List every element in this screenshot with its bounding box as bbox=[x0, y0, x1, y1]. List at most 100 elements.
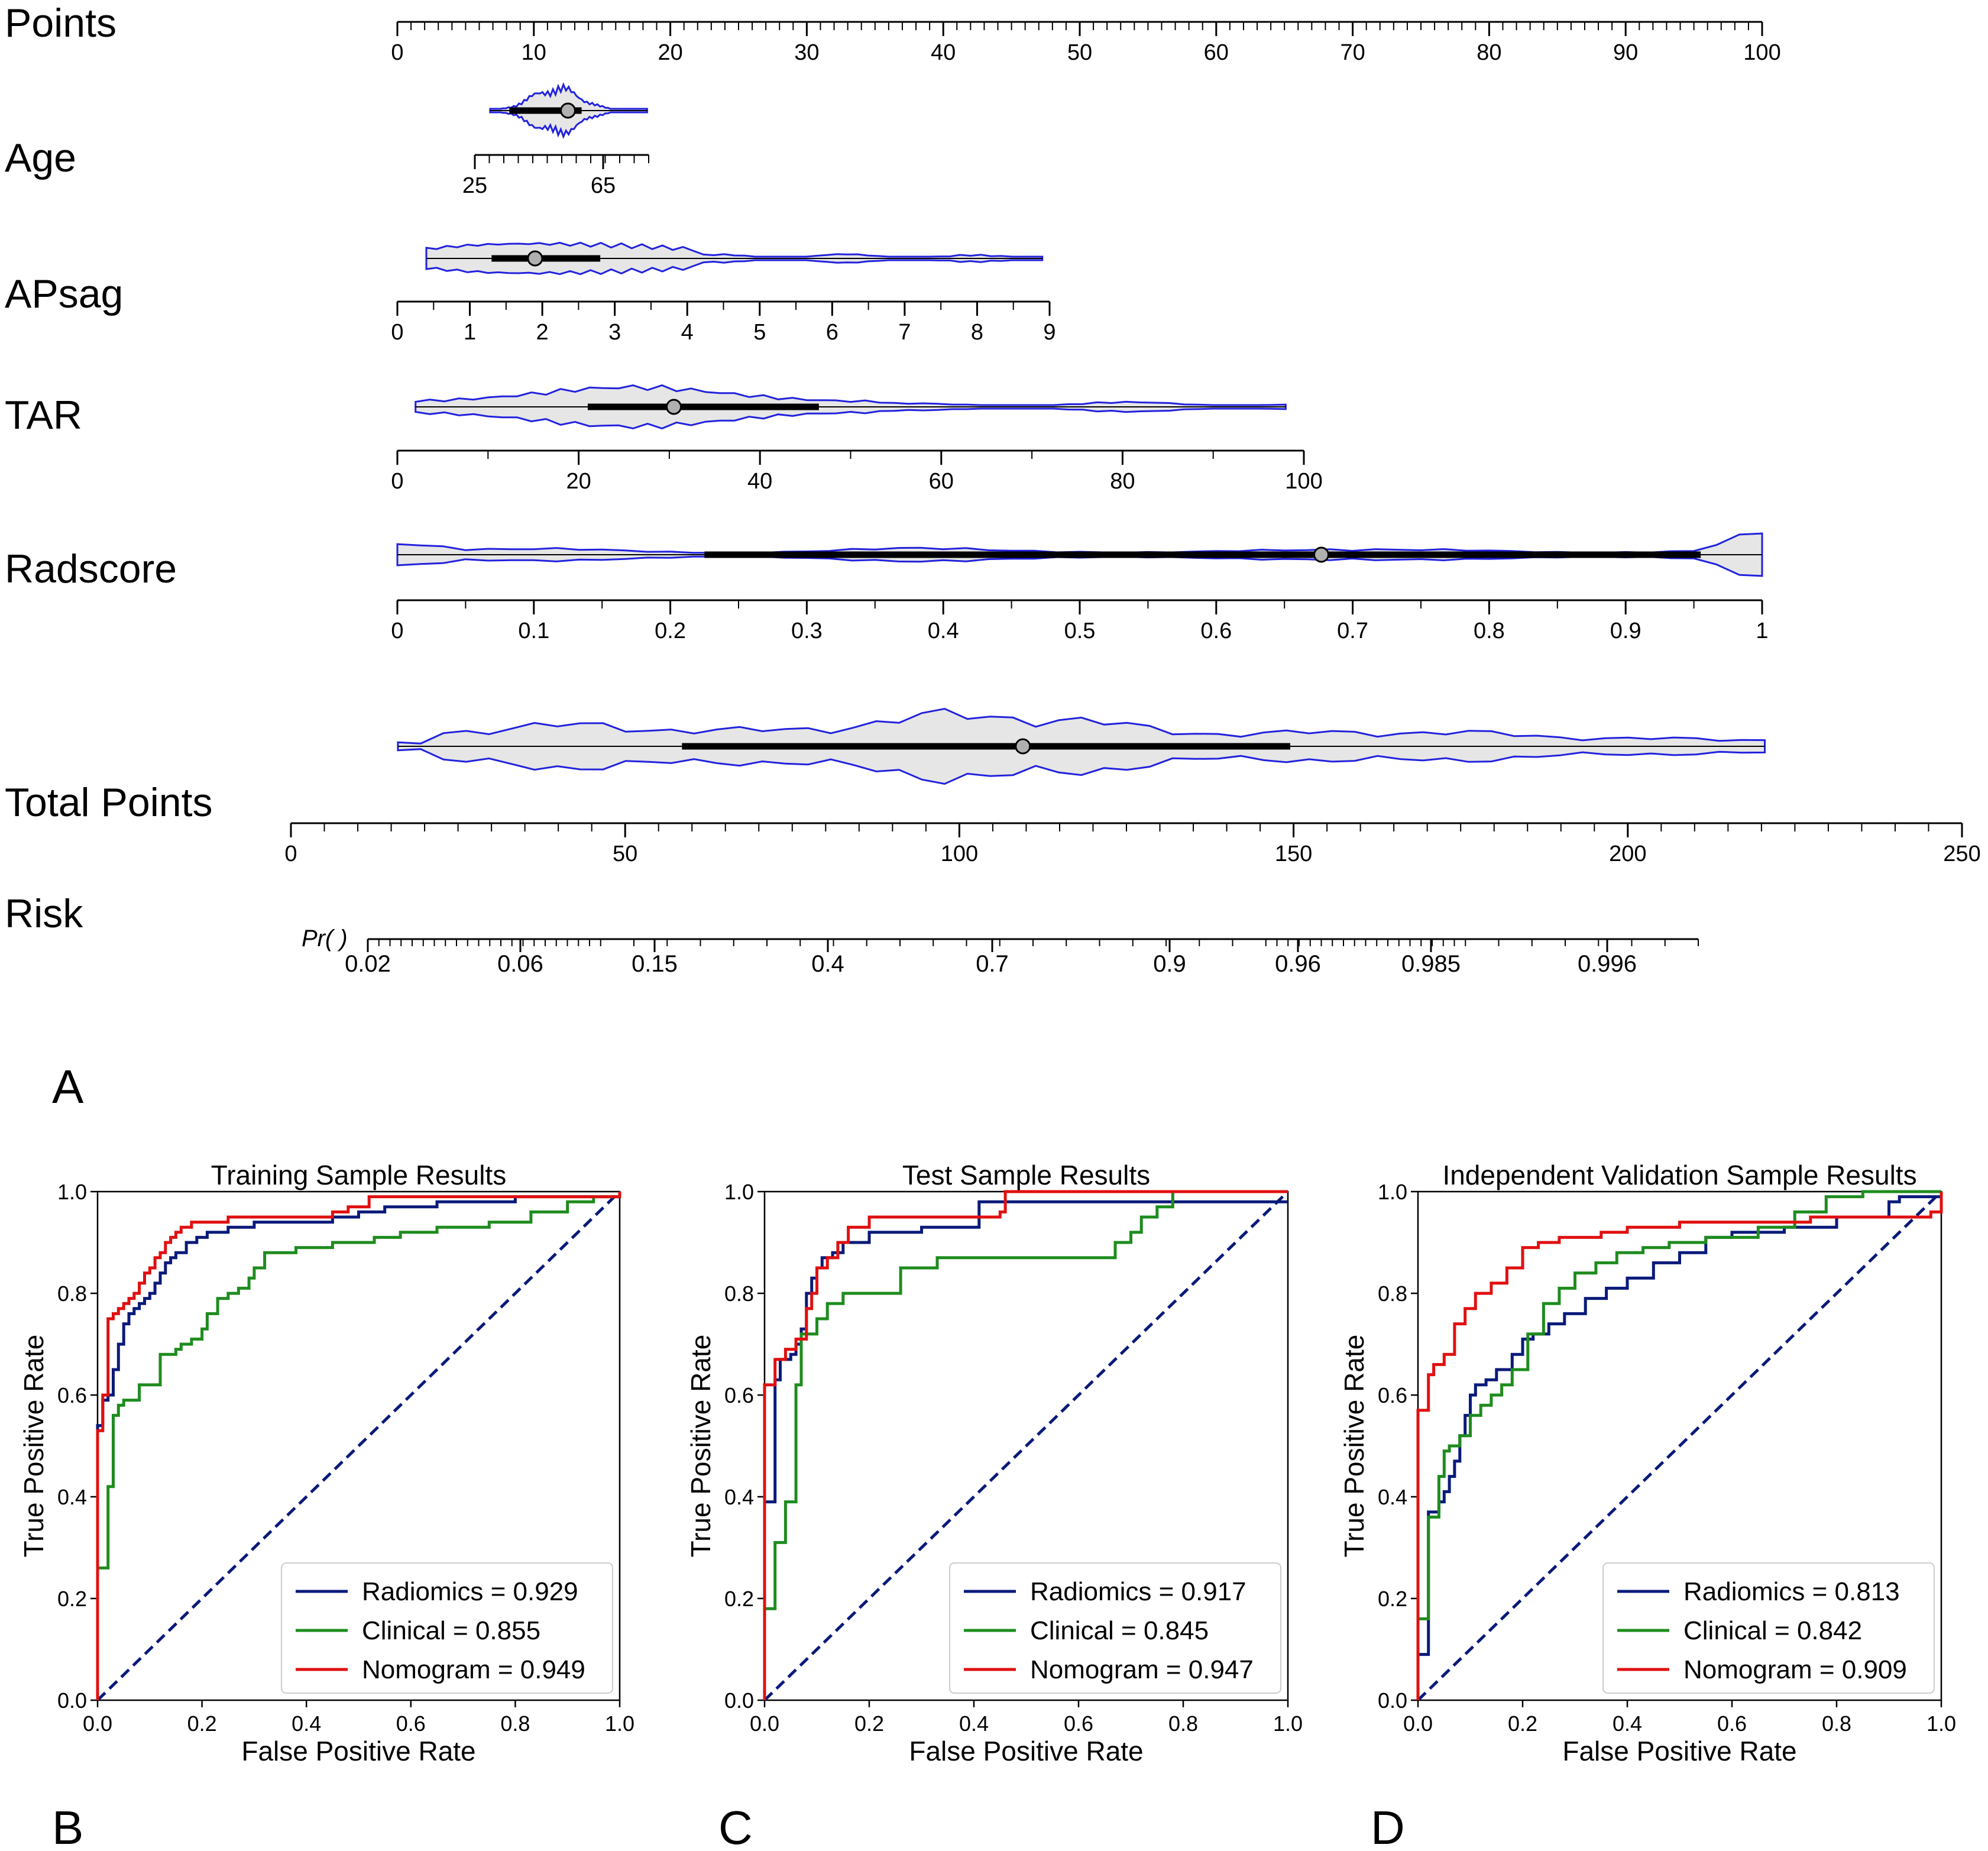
x-tick-label-0-4: 0.4 bbox=[292, 1711, 321, 1736]
legend: Radiomics = 0.929 Clinical = 0.855 Nomogra… bbox=[281, 1562, 613, 1694]
risk-tick-label-0-4: 0.4 bbox=[811, 951, 844, 977]
tar-tick-label-100: 100 bbox=[1285, 469, 1322, 494]
radscore-tick-label-0-4: 0.4 bbox=[928, 619, 959, 643]
reference-diagonal bbox=[96, 1190, 621, 1701]
apsag-tick-label-0: 0 bbox=[391, 320, 403, 345]
radscore-tick-label-0-6: 0.6 bbox=[1200, 619, 1232, 643]
radscore-tick-label-0-5: 0.5 bbox=[1064, 619, 1096, 643]
nomogram-row-risk: Risk Pr( )0.02 0.06 0.15 0.4 0.7 0.9 0.96 0.985 0… bbox=[5, 891, 1699, 977]
legend-entry-radiomics: Radiomics = 0.917 bbox=[1030, 1577, 1246, 1606]
age-median-marker bbox=[560, 102, 576, 119]
tar-tick-label-20: 20 bbox=[566, 469, 591, 494]
points-tick-label-30: 30 bbox=[794, 40, 819, 65]
x-tick-label-0-4: 0.4 bbox=[1613, 1711, 1642, 1736]
x-tick-label-1-0: 1.0 bbox=[605, 1711, 634, 1736]
legend-entry-nomogram: Nomogram = 0.909 bbox=[1683, 1655, 1907, 1684]
radscore-tick-label-0: 0 bbox=[391, 619, 403, 643]
total-points-tick-label-150: 150 bbox=[1275, 842, 1312, 866]
x-tick-label-0-6: 0.6 bbox=[1064, 1711, 1093, 1736]
y-tick-label-0-6: 0.6 bbox=[1378, 1383, 1407, 1407]
radscore-tick-label-0-9: 0.9 bbox=[1610, 619, 1641, 643]
row-label-risk: Risk bbox=[5, 891, 83, 936]
nomogram-row-radscore: Radscore 0 0.1 0.2 0.3 0.4 0.5 0.6 0.7 0.8 0.9 1 bbox=[5, 532, 1769, 643]
risk-prefix: Pr( ) bbox=[302, 926, 348, 952]
legend-entry-radiomics: Radiomics = 0.813 bbox=[1683, 1577, 1900, 1606]
total-points-tick-label-0: 0 bbox=[284, 842, 297, 866]
y-tick-label-1-0: 1.0 bbox=[724, 1180, 754, 1204]
apsag-median-marker bbox=[527, 250, 543, 267]
reference-diagonal bbox=[1417, 1190, 1942, 1701]
nomogram-row-apsag: APsag 0 1 2 3 4 5 6 7 8 9 bbox=[5, 241, 1056, 345]
y-tick-label-0-6: 0.6 bbox=[724, 1383, 754, 1407]
age-tick-label-25: 25 bbox=[462, 173, 487, 198]
nomogram-row-total-points: Total Points 0 50 100 150 200 250 bbox=[5, 707, 1981, 866]
nomogram-row-points: Points 0 10 20 30 40 50 60 70 80 90 100 bbox=[5, 1, 1781, 65]
tar-tick-label-40: 40 bbox=[747, 469, 772, 494]
x-tick-label-0-4: 0.4 bbox=[959, 1711, 989, 1736]
points-tick-label-40: 40 bbox=[931, 40, 956, 65]
y-tick-label-0-0: 0.0 bbox=[57, 1688, 87, 1713]
chart-title: Test Sample Results bbox=[902, 1160, 1150, 1190]
legend-box bbox=[1602, 1562, 1935, 1694]
apsag-tick-label-9: 9 bbox=[1043, 320, 1055, 345]
row-label-tar: TAR bbox=[5, 393, 82, 438]
tar-median-marker bbox=[666, 399, 682, 415]
x-tick-label-0-8: 0.8 bbox=[500, 1711, 530, 1736]
points-tick-label-80: 80 bbox=[1477, 40, 1501, 65]
risk-tick-label-0-985: 0.985 bbox=[1401, 951, 1461, 977]
x-axis-title: False Positive Rate bbox=[1562, 1736, 1796, 1766]
y-tick-label-1-0: 1.0 bbox=[1378, 1180, 1407, 1204]
panel-letter-c: C bbox=[718, 1801, 753, 1851]
x-tick-label-1-0: 1.0 bbox=[1927, 1711, 1956, 1736]
row-label-total-points: Total Points bbox=[5, 780, 213, 825]
row-label-points: Points bbox=[5, 1, 116, 46]
y-tick-label-0-8: 0.8 bbox=[1378, 1282, 1407, 1306]
risk-tick-label-0-02: 0.02 bbox=[345, 951, 391, 977]
risk-tick-label-0-15: 0.15 bbox=[632, 951, 678, 977]
radscore-tick-label-0-3: 0.3 bbox=[791, 619, 823, 643]
y-tick-label-0-2: 0.2 bbox=[724, 1587, 754, 1611]
apsag-tick-label-6: 6 bbox=[826, 320, 838, 345]
legend-entry-nomogram: Nomogram = 0.947 bbox=[1030, 1655, 1254, 1684]
roc-panels: 0.0 0.2 0.4 0.6 0.8 1.0 0.0 0.2 0.4 0.6 0.8 1.0 Trai… bbox=[18, 1160, 1956, 1851]
roc-curve-nomogram bbox=[763, 1190, 1288, 1700]
x-tick-label-0-8: 0.8 bbox=[1168, 1711, 1198, 1736]
legend: Radiomics = 0.813 Clinical = 0.842 Nomogra… bbox=[1602, 1562, 1935, 1694]
legend-entry-clinical: Clinical = 0.842 bbox=[1683, 1616, 1862, 1645]
y-axis-title: True Positive Rate bbox=[1339, 1335, 1369, 1558]
legend-box bbox=[281, 1562, 613, 1694]
y-tick-label-0-4: 0.4 bbox=[1378, 1485, 1407, 1509]
points-tick-label-100: 100 bbox=[1743, 40, 1780, 65]
radscore-tick-label-0-1: 0.1 bbox=[518, 619, 549, 643]
panel-letter-b: B bbox=[52, 1801, 83, 1851]
roc-panel-b: 0.0 0.2 0.4 0.6 0.8 1.0 0.0 0.2 0.4 0.6 0.8 1.0 Trai… bbox=[18, 1160, 634, 1851]
total-points-median-marker bbox=[1015, 738, 1031, 755]
reference-diagonal bbox=[763, 1190, 1289, 1701]
total-points-tick-label-250: 250 bbox=[1943, 842, 1980, 866]
x-tick-label-0-0: 0.0 bbox=[83, 1711, 112, 1736]
x-tick-label-0-0: 0.0 bbox=[750, 1711, 779, 1736]
roc-curve-radiomics bbox=[96, 1192, 621, 1700]
row-label-apsag: APsag bbox=[5, 271, 123, 316]
total-points-tick-label-50: 50 bbox=[613, 842, 637, 866]
x-tick-label-0-2: 0.2 bbox=[854, 1711, 884, 1736]
legend-box bbox=[949, 1562, 1281, 1694]
legend-entry-radiomics: Radiomics = 0.929 bbox=[362, 1577, 578, 1606]
legend-entry-nomogram: Nomogram = 0.949 bbox=[362, 1655, 585, 1684]
nomogram-row-tar: TAR 0 20 40 60 80 100 bbox=[5, 384, 1323, 494]
legend-entry-clinical: Clinical = 0.855 bbox=[362, 1616, 540, 1645]
age-tick-label-65: 65 bbox=[591, 173, 616, 198]
risk-tick-label-0-996: 0.996 bbox=[1578, 951, 1637, 977]
radscore-tick-label-1: 1 bbox=[1756, 619, 1768, 643]
points-tick-label-60: 60 bbox=[1204, 40, 1229, 65]
x-tick-label-0-2: 0.2 bbox=[1508, 1711, 1537, 1736]
tar-tick-label-80: 80 bbox=[1110, 469, 1135, 494]
y-tick-label-0-2: 0.2 bbox=[1378, 1587, 1407, 1611]
risk-tick-label-0-7: 0.7 bbox=[976, 951, 1009, 977]
chart-title: Training Sample Results bbox=[211, 1160, 506, 1190]
y-tick-label-0-0: 0.0 bbox=[724, 1688, 754, 1713]
tar-tick-label-60: 60 bbox=[929, 469, 954, 494]
legend-entry-clinical: Clinical = 0.845 bbox=[1030, 1616, 1209, 1645]
apsag-tick-label-3: 3 bbox=[608, 320, 621, 345]
